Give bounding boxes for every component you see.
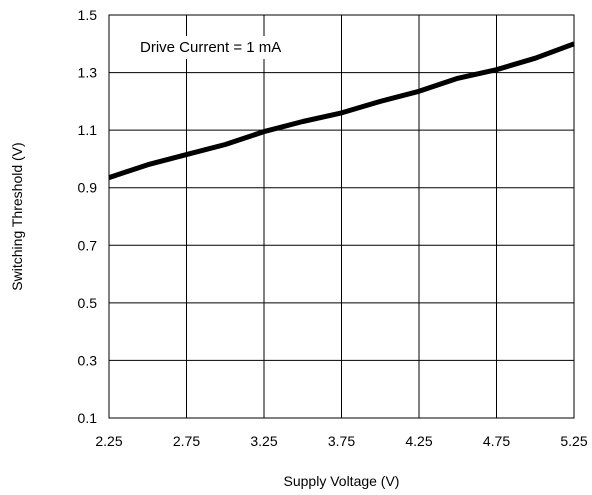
annotation-label: Drive Current = 1 mA [140, 39, 281, 56]
x-tick-label: 2.25 [95, 433, 122, 449]
y-tick-label: 0.7 [78, 237, 98, 253]
x-tick-labels: 2.25 2.75 3.25 3.75 4.25 4.75 5.25 [95, 433, 587, 449]
x-tick-label: 5.25 [560, 433, 587, 449]
y-tick-label: 0.1 [78, 410, 98, 426]
y-tick-label: 1.5 [78, 7, 98, 23]
y-tick-label: 0.5 [78, 295, 98, 311]
x-tick-label: 4.75 [483, 433, 510, 449]
y-tick-label: 1.1 [78, 122, 98, 138]
y-tick-label: 1.3 [78, 65, 98, 81]
y-tick-label: 0.9 [78, 180, 98, 196]
x-tick-label: 2.75 [173, 433, 200, 449]
y-tick-labels: 1.5 1.3 1.1 0.9 0.7 0.5 0.3 0.1 [78, 7, 98, 426]
x-axis-title: Supply Voltage (V) [284, 473, 400, 489]
y-axis-title: Switching Threshold (V) [9, 142, 25, 290]
plot-area-frame [108, 14, 575, 419]
gridlines [109, 15, 574, 418]
y-tick-label: 0.3 [78, 352, 98, 368]
annotation-background [135, 36, 287, 59]
x-tick-label: 3.75 [328, 433, 355, 449]
series-line [108, 41, 575, 180]
x-tick-label: 3.25 [250, 433, 277, 449]
x-tick-label: 4.25 [405, 433, 432, 449]
